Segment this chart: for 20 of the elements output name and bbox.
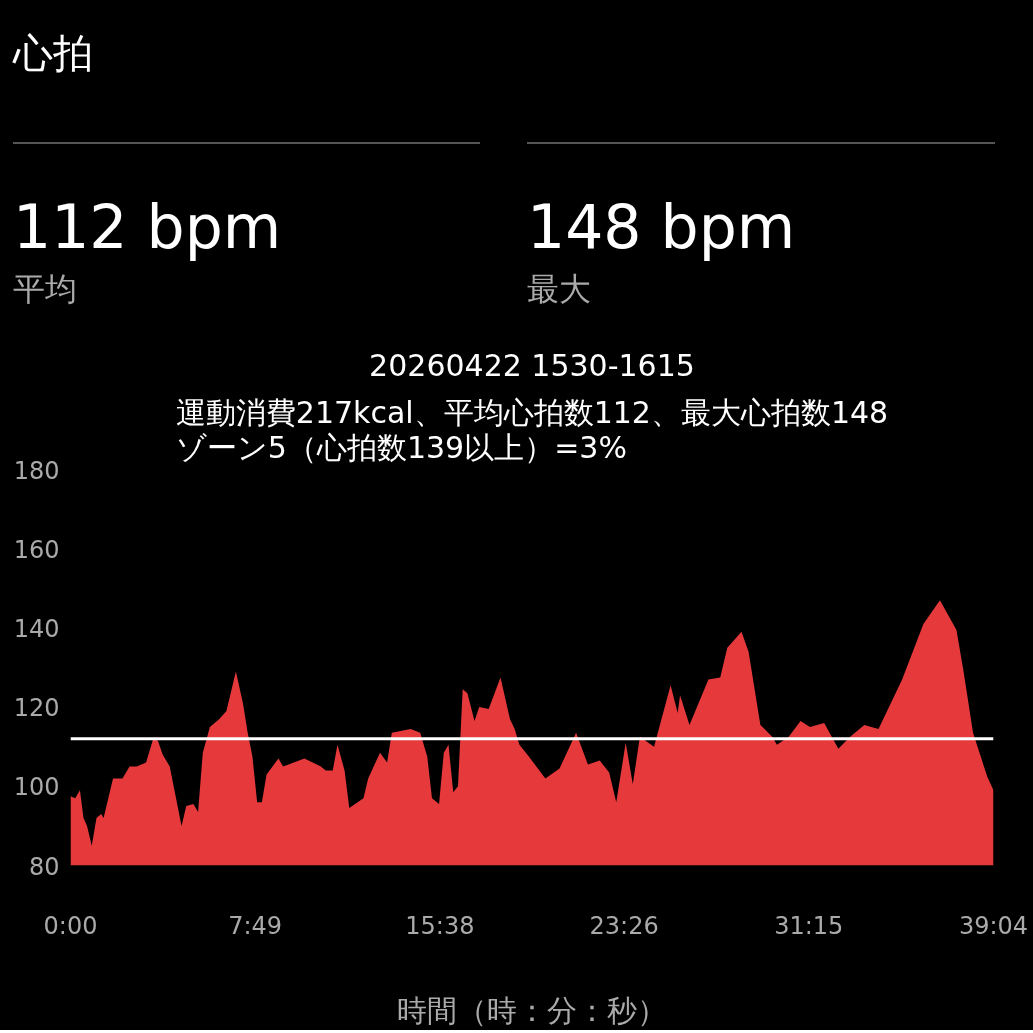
x-tick-label: 15:38 [405, 911, 475, 940]
y-tick-label: 100 [13, 773, 60, 802]
y-tick-label: 120 [13, 694, 60, 723]
x-tick-label: 7:49 [228, 911, 283, 940]
x-tick-label: 39:04 [958, 911, 1029, 940]
x-axis-title: 時間（時：分：秒） [397, 992, 667, 1028]
text: 148 bpm [527, 191, 796, 264]
chart-subtitle: 運動消費217kcal、平均心拍数112、最大心拍数148 ゾーン5（心拍数139以上）=3% [175, 394, 889, 465]
x-tick-label: 31:15 [774, 911, 844, 940]
text: 平均 [13, 269, 77, 310]
y-tick-label: 180 [13, 456, 60, 485]
x-tick-label: 23:26 [589, 911, 659, 940]
y-tick-label: 80 [28, 852, 60, 881]
y-tick-label: 160 [13, 535, 60, 564]
text: 心拍 [13, 29, 93, 78]
x-tick-label: 0:00 [43, 911, 98, 940]
text: 最大 [527, 269, 591, 310]
text: 112 bpm [13, 191, 282, 264]
chart-title: 20260422 1530-1615 [369, 347, 695, 383]
y-tick-label: 140 [13, 614, 60, 643]
